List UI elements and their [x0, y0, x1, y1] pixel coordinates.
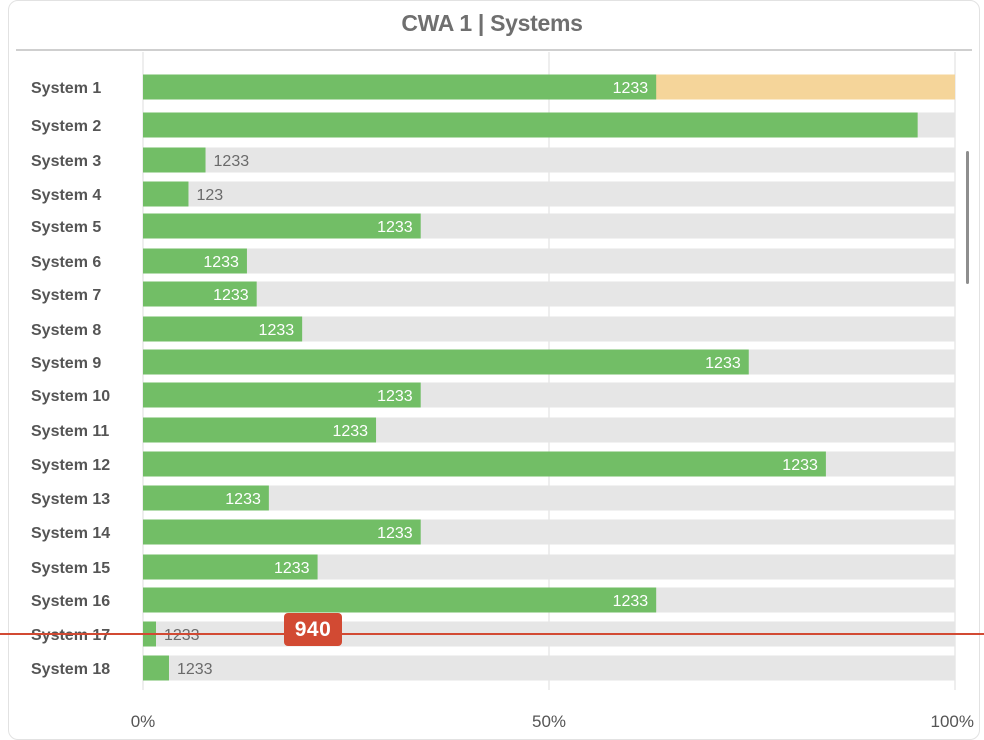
bar-track: [143, 485, 955, 511]
data-label: 1233: [377, 388, 413, 405]
category-label: System 18: [31, 661, 110, 678]
data-label: 1233: [377, 219, 413, 236]
x-tick-label: 0%: [131, 712, 156, 731]
category-label: System 11: [31, 423, 109, 440]
bar: [143, 213, 421, 239]
bar: [143, 451, 826, 477]
category-label: System 3: [31, 153, 101, 170]
bar: [143, 248, 247, 274]
category-label: System 16: [31, 593, 110, 610]
category-label: System 13: [31, 491, 110, 508]
category-label: System 14: [31, 525, 110, 542]
category-label: System 4: [31, 187, 101, 204]
data-label: 1233: [705, 355, 741, 372]
bar: [143, 281, 257, 307]
x-tick-label: 50%: [532, 712, 566, 731]
category-label: System 9: [31, 355, 101, 372]
data-label: 1233: [782, 457, 818, 474]
x-tick-label: 100%: [931, 712, 974, 731]
data-label: 1233: [203, 254, 239, 271]
bar: [143, 74, 657, 100]
chart-title: CWA 1 | Systems: [401, 10, 583, 36]
category-label: System 17: [31, 627, 110, 644]
bar: [143, 519, 421, 545]
bar-track: [143, 281, 955, 307]
bar: [143, 112, 918, 138]
category-label: System 5: [31, 219, 101, 236]
data-label: 1233: [177, 661, 213, 678]
bar: [143, 382, 421, 408]
data-label: 1233: [213, 287, 249, 304]
scrollbar[interactable]: [966, 151, 969, 284]
bar: [143, 587, 657, 613]
data-label: 1233: [332, 423, 368, 440]
data-label: 1233: [613, 80, 649, 97]
data-label: 1233: [274, 560, 310, 577]
category-label: System 2: [31, 118, 101, 135]
bar: [143, 554, 318, 580]
bar: [143, 181, 189, 207]
bar-track: [143, 147, 955, 173]
data-label: 1233: [164, 627, 200, 644]
bar-track: [143, 248, 955, 274]
bar: [143, 316, 303, 342]
category-label: System 7: [31, 287, 101, 304]
bar-track: [143, 181, 955, 207]
bar: [143, 349, 749, 375]
bar: [143, 417, 377, 443]
category-label: System 6: [31, 254, 101, 271]
category-label: System 8: [31, 322, 101, 339]
title-divider: [16, 49, 972, 51]
bar: [143, 655, 169, 681]
data-label: 1233: [214, 153, 250, 170]
marker-label: 940: [284, 613, 342, 646]
bar: [143, 485, 269, 511]
category-label: System 10: [31, 388, 110, 405]
data-label: 1233: [259, 322, 295, 339]
category-label: System 12: [31, 457, 110, 474]
bar: [143, 147, 206, 173]
category-label: System 15: [31, 560, 110, 577]
category-label: System 1: [31, 80, 101, 97]
data-label: 1233: [377, 525, 413, 542]
data-label: 1233: [225, 491, 261, 508]
bar-track: [143, 655, 955, 681]
data-label: 1233: [613, 593, 649, 610]
data-label: 123: [196, 187, 223, 204]
